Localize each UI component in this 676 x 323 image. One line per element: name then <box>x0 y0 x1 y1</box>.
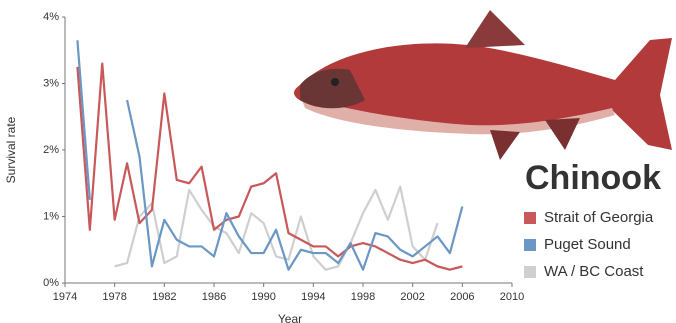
salmon-illustration <box>294 10 672 160</box>
x-tick-label: 2006 <box>450 291 474 303</box>
series-line <box>76 62 463 271</box>
x-tick-label: 1986 <box>202 291 226 303</box>
series-line <box>114 185 439 271</box>
legend-label: WA / BC Coast <box>544 263 644 280</box>
legend-label: Strait of Georgia <box>544 209 654 226</box>
y-tick-label: 1% <box>43 210 59 222</box>
x-tick-label: 1974 <box>53 291 77 303</box>
y-tick-label: 4% <box>43 11 59 23</box>
legend-swatch <box>524 239 536 251</box>
legend-swatch <box>524 266 536 278</box>
legend-swatch <box>524 212 536 224</box>
x-axis-label: Year <box>278 312 302 323</box>
x-tick-label: 2010 <box>500 291 524 303</box>
x-tick-label: 1990 <box>251 291 275 303</box>
y-tick-label: 0% <box>43 277 59 289</box>
y-axis-label: Survival rate <box>4 116 18 183</box>
x-tick-label: 2002 <box>400 291 424 303</box>
x-tick-label: 1978 <box>102 291 126 303</box>
x-tick-label: 1994 <box>301 291 325 303</box>
y-tick-label: 2% <box>43 144 59 156</box>
legend-title: Chinook <box>525 159 661 197</box>
series-line <box>76 40 464 271</box>
y-tick-label: 3% <box>43 77 59 89</box>
x-tick-label: 1982 <box>152 291 176 303</box>
x-tick-label: 1998 <box>351 291 375 303</box>
legend-label: Puget Sound <box>544 236 631 253</box>
